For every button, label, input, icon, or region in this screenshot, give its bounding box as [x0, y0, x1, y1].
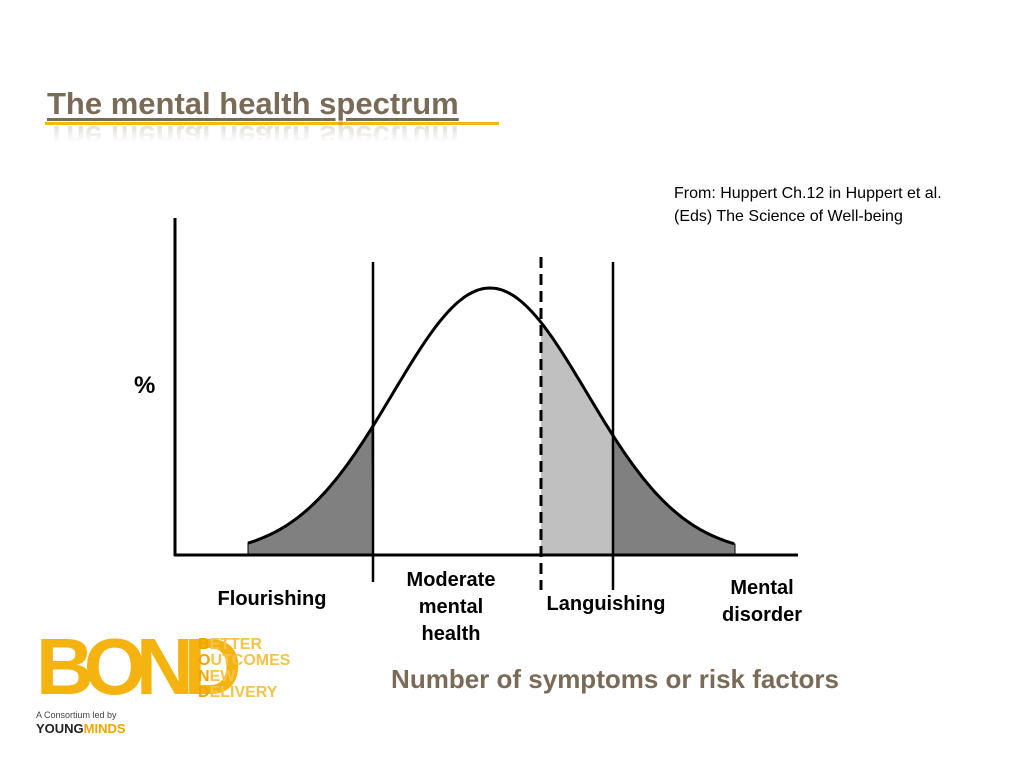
- bond-logo-words: BETTER OUTCOMES NEW DELIVERY: [198, 637, 290, 701]
- y-axis-label: %: [134, 372, 156, 399]
- region-label-line: mental: [418, 596, 484, 618]
- region-label-mental-disorder: Mental disorder: [704, 575, 820, 629]
- source-citation: From: Huppert Ch.12 in Huppert et al. (E…: [674, 182, 942, 228]
- region-label-line: Flourishing: [217, 588, 327, 610]
- region-label-languishing: Languishing: [532, 591, 680, 618]
- region-label-line: disorder: [721, 604, 803, 626]
- bond-logo-mark: BOND: [36, 622, 242, 711]
- region-label-line: Mental: [730, 577, 794, 599]
- logo-word-initial: O: [198, 652, 211, 669]
- slide-title-group: The mental health spectrum The mental he…: [45, 84, 499, 154]
- region-label-line: Languishing: [546, 593, 666, 615]
- region-label-flourishing: Flourishing: [200, 586, 344, 613]
- logo-word: BETTER: [198, 637, 290, 653]
- logo-word: OUTCOMES: [198, 653, 290, 669]
- logo-word-initial: D: [198, 684, 210, 701]
- logo-word-initial: B: [198, 636, 210, 653]
- youngminds-logo: YOUNGMINDS: [36, 721, 126, 736]
- logo-word-rest: EW: [209, 668, 236, 685]
- x-axis-title: Number of symptoms or risk factors: [391, 664, 839, 694]
- distribution-curve: [247, 286, 735, 546]
- youngminds-minds: MINDS: [83, 721, 126, 736]
- youngminds-young: YOUNG: [36, 721, 84, 736]
- logo-word-rest: ETTER: [209, 636, 263, 653]
- logo-word: NEW: [198, 669, 290, 685]
- source-line-2: (Eds) The Science of Well-being: [674, 208, 903, 225]
- logo-word-rest: ELIVERY: [209, 684, 278, 701]
- source-line-1: From: Huppert Ch.12 in Huppert et al.: [674, 185, 942, 202]
- logo-word-rest: UTCOMES: [210, 652, 291, 669]
- languishing-fill: [541, 322, 613, 555]
- logo-word-initial: N: [198, 668, 210, 685]
- title-accent-line: [45, 122, 499, 125]
- bond-logo: BOND BETTER OUTCOMES NEW DELIVERY A Cons…: [36, 622, 296, 744]
- logo-word: DELIVERY: [198, 685, 290, 701]
- slide-title: The mental health spectrum: [47, 86, 459, 121]
- region-label-moderate: Moderate mental health: [386, 567, 516, 648]
- region-label-line: health: [421, 623, 481, 645]
- consortium-text: A Consortium led by: [36, 710, 117, 720]
- region-label-line: Moderate: [406, 569, 496, 591]
